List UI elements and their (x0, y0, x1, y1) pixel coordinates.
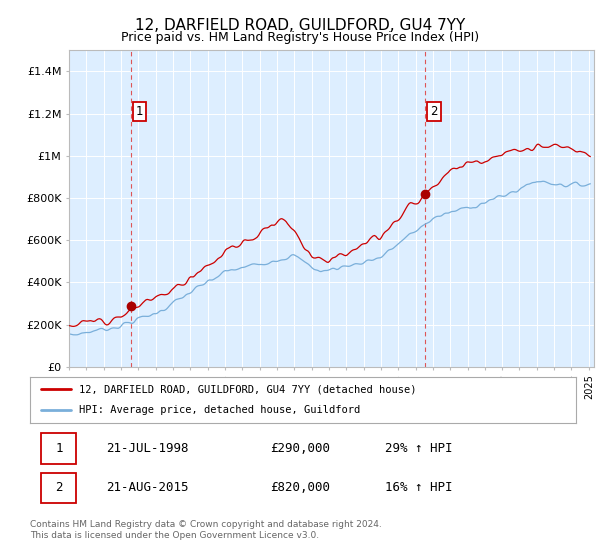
Text: £820,000: £820,000 (270, 481, 330, 494)
Text: HPI: Average price, detached house, Guildford: HPI: Average price, detached house, Guil… (79, 405, 361, 416)
Text: 16% ↑ HPI: 16% ↑ HPI (385, 481, 452, 494)
Text: Price paid vs. HM Land Registry's House Price Index (HPI): Price paid vs. HM Land Registry's House … (121, 31, 479, 44)
Text: 1: 1 (136, 105, 143, 118)
Text: 2: 2 (55, 481, 62, 494)
Text: 21-AUG-2015: 21-AUG-2015 (106, 481, 189, 494)
FancyBboxPatch shape (41, 433, 76, 464)
Text: Contains HM Land Registry data © Crown copyright and database right 2024.
This d: Contains HM Land Registry data © Crown c… (30, 520, 382, 540)
Text: 12, DARFIELD ROAD, GUILDFORD, GU4 7YY: 12, DARFIELD ROAD, GUILDFORD, GU4 7YY (135, 18, 465, 33)
Text: 12, DARFIELD ROAD, GUILDFORD, GU4 7YY (detached house): 12, DARFIELD ROAD, GUILDFORD, GU4 7YY (d… (79, 384, 416, 394)
Text: 2: 2 (430, 105, 438, 118)
Text: 1: 1 (55, 442, 62, 455)
Text: 29% ↑ HPI: 29% ↑ HPI (385, 442, 452, 455)
FancyBboxPatch shape (41, 473, 76, 503)
Text: 21-JUL-1998: 21-JUL-1998 (106, 442, 189, 455)
Text: £290,000: £290,000 (270, 442, 330, 455)
